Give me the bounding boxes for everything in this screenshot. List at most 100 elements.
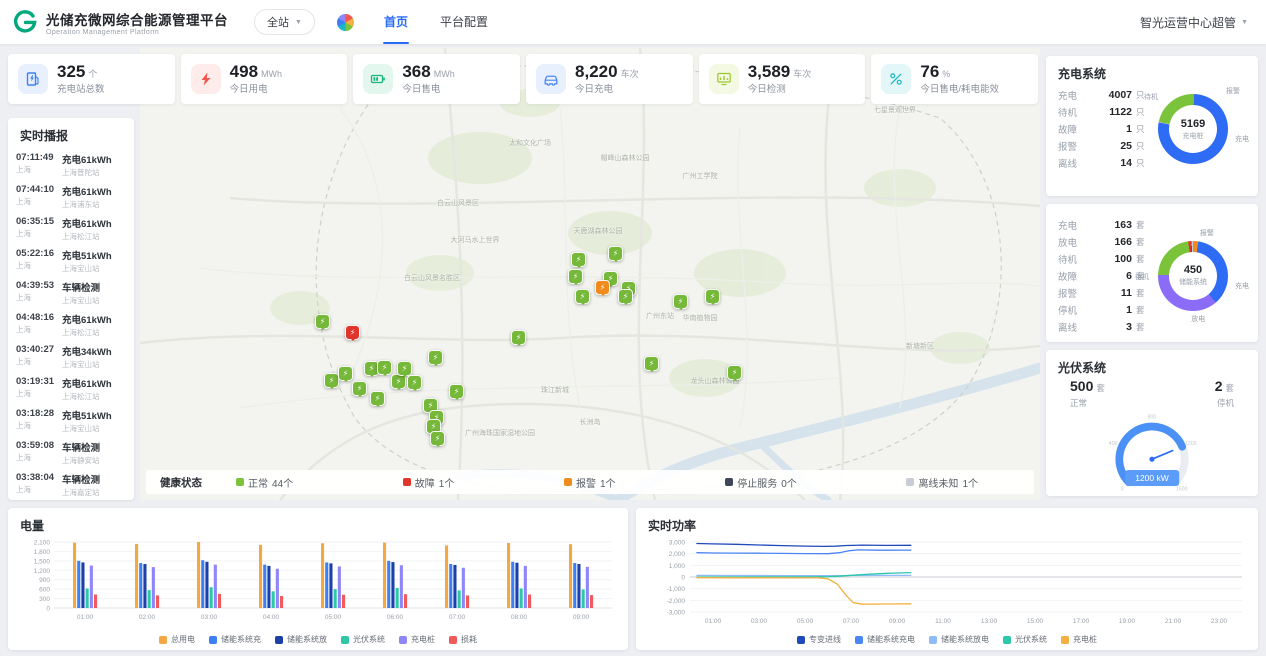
- station-marker-normal[interactable]: ⚡: [618, 289, 633, 304]
- svg-text:03:00: 03:00: [751, 618, 768, 625]
- station-marker-normal[interactable]: ⚡: [397, 361, 412, 376]
- map-panel[interactable]: 太和文化广场帽峰山森林公园广州工学院白云山风景区天鹿湖森林公园大河马水上世界白云…: [140, 48, 1040, 500]
- stat-unit: 只: [1136, 123, 1145, 135]
- chevron-down-icon: ▼: [1241, 19, 1248, 26]
- status-label: 停止服务: [737, 475, 777, 490]
- station-marker-normal[interactable]: ⚡: [571, 252, 586, 267]
- station-marker-normal[interactable]: ⚡: [324, 373, 339, 388]
- station-marker-normal[interactable]: ⚡: [430, 431, 445, 446]
- broadcast-station: 上海嘉定站: [62, 487, 100, 498]
- legend-item[interactable]: 光伏系统: [1003, 634, 1047, 645]
- station-marker-normal[interactable]: ⚡: [644, 356, 659, 371]
- broadcast-item[interactable]: 04:48:16上海充电61kWh上海松江站: [8, 309, 134, 341]
- legend-swatch: [1003, 636, 1011, 644]
- stat-label: 故障: [1058, 122, 1092, 136]
- legend-item[interactable]: 储能系统充电: [855, 634, 915, 645]
- pv-stats: 500套 正常 2套 停机: [1046, 376, 1258, 409]
- station-marker-normal[interactable]: ⚡: [511, 330, 526, 345]
- kpi-card-today-inspection: 3,589车次今日检测: [699, 54, 866, 104]
- legend-item[interactable]: 储能系统充: [209, 634, 261, 645]
- stat-value: 4007: [1092, 89, 1132, 101]
- broadcast-item[interactable]: 03:59:08上海车辆检测上海静安站: [8, 437, 134, 469]
- broadcast-event: 车辆检测: [62, 472, 100, 486]
- station-marker-normal[interactable]: ⚡: [315, 314, 330, 329]
- legend-swatch: [449, 636, 457, 644]
- stat-value: 163: [1092, 219, 1132, 231]
- pv-system-title: 光伏系统: [1046, 350, 1258, 376]
- station-marker-normal[interactable]: ⚡: [705, 289, 720, 304]
- svg-text:1200: 1200: [1185, 441, 1197, 447]
- svg-text:17:00: 17:00: [1073, 618, 1090, 625]
- monitor-icon: [709, 64, 739, 94]
- system-stat-row: 停机1套: [1058, 301, 1150, 318]
- user-menu[interactable]: 智光运营中心超管 ▼: [1140, 14, 1248, 31]
- health-legend-item[interactable]: 故障1个: [403, 475, 455, 490]
- broadcast-item[interactable]: 03:18:28上海充电51kWh上海宝山站: [8, 405, 134, 437]
- svg-text:07:00: 07:00: [449, 614, 466, 621]
- station-marker-normal[interactable]: ⚡: [428, 350, 443, 365]
- kpi-card-today-efficiency: 76%今日售电/耗电能效: [871, 54, 1038, 104]
- legend-item[interactable]: 总用电: [159, 634, 195, 645]
- svg-text:09:00: 09:00: [573, 614, 590, 621]
- station-marker-normal[interactable]: ⚡: [338, 366, 353, 381]
- health-legend-item[interactable]: 停止服务0个: [725, 475, 797, 490]
- broadcast-item[interactable]: 03:40:27上海充电34kWh上海宝山站: [8, 341, 134, 373]
- site-selector-dropdown[interactable]: 全站 ▼: [254, 9, 315, 35]
- broadcast-item[interactable]: 06:35:15上海充电61kWh上海松江站: [8, 213, 134, 245]
- broadcast-item[interactable]: 04:39:53上海车辆检测上海宝山站: [8, 277, 134, 309]
- tab-platform-config[interactable]: 平台配置: [424, 0, 504, 44]
- legend-item[interactable]: 储能系统放: [275, 634, 327, 645]
- broadcast-event: 充电61kWh: [62, 216, 112, 230]
- svg-text:0: 0: [46, 606, 50, 613]
- broadcast-item[interactable]: 05:22:16上海充电51kWh上海宝山站: [8, 245, 134, 277]
- kpi-body: 8,220车次今日充电: [575, 63, 639, 96]
- svg-text:900: 900: [39, 577, 50, 584]
- broadcast-list[interactable]: 07:11:49上海充电61kWh上海普陀站07:44:10上海充电61kWh上…: [8, 149, 134, 500]
- legend-item[interactable]: 光伏系统: [341, 634, 385, 645]
- broadcast-item-event-col: 车辆检测上海嘉定站: [62, 472, 100, 500]
- station-marker-normal[interactable]: ⚡: [727, 365, 742, 380]
- donut-callout: 充电: [1235, 281, 1249, 291]
- legend-item[interactable]: 专变进线: [797, 634, 841, 645]
- station-marker-normal[interactable]: ⚡: [370, 391, 385, 406]
- kpi-label: 今日用电: [230, 81, 282, 95]
- legend-item[interactable]: 储能系统放电: [929, 634, 989, 645]
- legend-item[interactable]: 损耗: [449, 634, 477, 645]
- station-marker-normal[interactable]: ⚡: [673, 294, 688, 309]
- health-legend-item[interactable]: 正常44个: [236, 475, 293, 490]
- legend-item[interactable]: 充电桩: [399, 634, 435, 645]
- svg-text:0: 0: [681, 575, 685, 582]
- system-stat-row: 报警25只: [1058, 138, 1150, 155]
- pv-normal-value: 500: [1070, 378, 1093, 394]
- broadcast-city: 上海: [16, 196, 56, 207]
- station-marker-alarm[interactable]: ⚡: [595, 280, 610, 295]
- donut-center-value: 5169: [1181, 118, 1205, 130]
- broadcast-event: 充电61kWh: [62, 184, 112, 198]
- tab-home[interactable]: 首页: [368, 0, 424, 44]
- station-marker-fault[interactable]: ⚡: [345, 325, 360, 340]
- map-health-bar: 健康状态 正常44个 故障1个 报警1个 停止服务0个 离线未知1个: [146, 470, 1034, 494]
- station-marker-normal[interactable]: ⚡: [608, 246, 623, 261]
- broadcast-item[interactable]: 07:11:49上海充电61kWh上海普陀站: [8, 149, 134, 181]
- station-marker-normal[interactable]: ⚡: [407, 375, 422, 390]
- legend-item[interactable]: 充电桩: [1061, 634, 1097, 645]
- health-legend-item[interactable]: 报警1个: [564, 475, 616, 490]
- station-marker-normal[interactable]: ⚡: [377, 360, 392, 375]
- broadcast-item[interactable]: 07:44:10上海充电61kWh上海浦东站: [8, 181, 134, 213]
- broadcast-item[interactable]: 03:19:31上海充电61kWh上海松江站: [8, 373, 134, 405]
- health-status-title: 健康状态: [146, 475, 236, 490]
- system-stat-row: 离线3套: [1058, 318, 1150, 335]
- donut-center-value: 450: [1184, 264, 1202, 276]
- station-marker-normal[interactable]: ⚡: [568, 269, 583, 284]
- stat-label: 停机: [1058, 303, 1092, 317]
- broadcast-item[interactable]: 03:38:04上海车辆检测上海嘉定站: [8, 469, 134, 500]
- broadcast-item-time-col: 03:19:31上海: [16, 376, 56, 405]
- station-marker-normal[interactable]: ⚡: [575, 289, 590, 304]
- broadcast-event: 车辆检测: [62, 280, 100, 294]
- health-legend-item[interactable]: 离线未知1个: [906, 475, 978, 490]
- station-marker-normal[interactable]: ⚡: [352, 381, 367, 396]
- broadcast-item-time-col: 07:11:49上海: [16, 152, 56, 181]
- kpi-card-today-consumption: 498MWh今日用电: [181, 54, 348, 104]
- broadcast-time: 03:19:31: [16, 376, 56, 387]
- station-marker-normal[interactable]: ⚡: [449, 384, 464, 399]
